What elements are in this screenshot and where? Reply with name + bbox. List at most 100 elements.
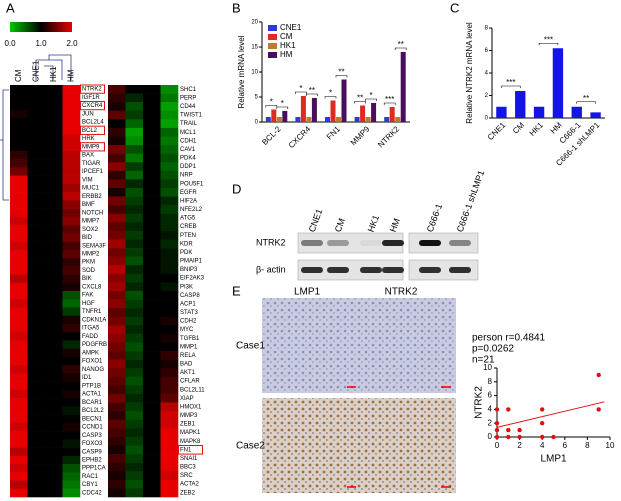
gene-label: BECN1 [82,416,103,422]
heat-cell [160,230,179,240]
y-tick-label: 2 [488,418,493,427]
heat-cell [62,249,81,259]
gene-highlight [80,84,105,94]
heat-cell [108,402,126,412]
gene-label: TGFB1 [180,336,200,342]
gene-label: CDH2 [180,319,197,325]
blot-membrane [408,232,479,254]
gene-label: MAPK1 [180,430,201,436]
heat-cell [108,471,126,481]
heat-cell [125,376,144,386]
heat-cell [62,159,81,168]
x-tick-label: HM [549,120,564,135]
heat-cell [62,422,81,432]
heat-cell [62,101,81,111]
heat-cell [160,428,179,438]
bar [330,100,336,122]
point [540,434,545,440]
gene-label: PDK4 [180,156,196,162]
heat-cell [62,332,81,341]
heat-cell [143,291,161,300]
heat-cell [45,439,63,448]
point [551,434,556,440]
western-blot: CNE1 CM HK1 HM C666-1 C666-1 shLMP1 NTRK2 β- ac… [256,169,486,281]
bar [395,117,401,122]
point [494,434,500,440]
heat-cell [125,188,144,197]
heat-cell [45,447,63,457]
legend-label: CNE1 [280,23,302,32]
heat-cell [108,222,126,232]
gene-label: MMP3 [180,413,198,419]
heat-cell [62,455,81,465]
y-tick-label: 5 [255,95,259,101]
gene-label: ZEB2 [180,490,196,496]
gene-label: PDK [180,250,192,256]
heat-cell [27,126,46,135]
heat-cell [27,472,46,481]
heat-cell [125,471,144,481]
heat-cell [10,216,28,226]
gene-label: FADD [82,334,99,340]
gene-label: ZEB1 [180,422,196,428]
gene-label: EIF2AK3 [180,276,205,282]
gene-label: MMP9 [82,144,100,150]
gene-label: PPP1CA [82,466,106,472]
heat-cell [143,436,161,446]
point [506,434,511,440]
gene-label: BBC3 [180,465,196,471]
heat-cell [160,145,179,154]
heat-cell [62,274,81,284]
heat-cell [27,142,46,152]
bar [295,117,301,122]
gene-label: PMAIP1 [180,259,203,265]
bar [384,117,390,122]
band [382,240,404,246]
gene-label: AMPK [82,350,99,356]
heat-cell [143,342,161,352]
heat-cell [27,200,46,209]
colorbar [10,22,72,32]
heat-cell [45,200,63,209]
heat-cell [10,332,28,341]
significance-bracket [538,42,559,46]
heat-cell [62,323,81,333]
heat-cell [27,183,46,193]
heat-cell [62,480,81,490]
x-tick-label: 4 [540,441,545,450]
heat-cell [160,213,179,223]
gene-label: KDR [180,241,193,247]
heat-cell [45,142,63,152]
heat-cell [160,316,179,326]
gene-label: IPCEF1 [82,169,104,175]
heat-cell [160,239,179,249]
heat-cell [143,85,161,94]
heat-cell [143,153,161,163]
heat-cell [10,249,28,259]
heat-cell [45,291,63,300]
gene-label: SOX2 [82,227,99,233]
heat-cell [62,109,81,119]
heat-cell [27,216,46,226]
heat-cell [143,488,161,498]
heat-cell [62,216,81,226]
heat-cell [45,480,63,490]
gene-label: SHC1 [180,87,197,93]
heat-cell [27,282,46,292]
heat-cell [27,439,46,448]
heat-cell [108,265,126,275]
heat-cell [125,110,144,120]
bar [341,79,347,122]
heat-cell [27,101,46,111]
heat-cell [160,153,179,163]
heat-cell [143,316,161,326]
gene-label: CASP8 [180,293,200,299]
heat-cell [125,85,144,94]
heat-cell [10,93,28,102]
heat-cell [27,150,46,160]
x-tick-label: CM [511,120,526,135]
heat-cell [27,167,46,176]
gene-label: NOTCH [82,210,103,216]
heat-cell [160,102,179,112]
band [360,240,382,246]
